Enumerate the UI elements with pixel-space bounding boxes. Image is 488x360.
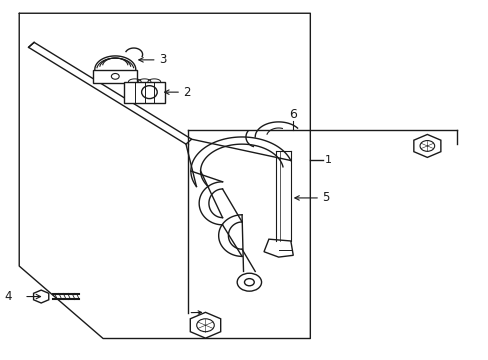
- Polygon shape: [34, 290, 49, 303]
- Text: 2: 2: [183, 86, 191, 99]
- Text: 4: 4: [4, 290, 12, 303]
- Polygon shape: [28, 42, 191, 144]
- Text: 1: 1: [325, 155, 331, 165]
- Bar: [93, 69, 137, 83]
- Text: 6: 6: [289, 108, 297, 121]
- Bar: [123, 82, 165, 103]
- Text: 3: 3: [159, 53, 166, 66]
- Polygon shape: [190, 312, 220, 338]
- Text: 5: 5: [322, 192, 329, 204]
- Polygon shape: [413, 134, 440, 157]
- Polygon shape: [264, 239, 293, 257]
